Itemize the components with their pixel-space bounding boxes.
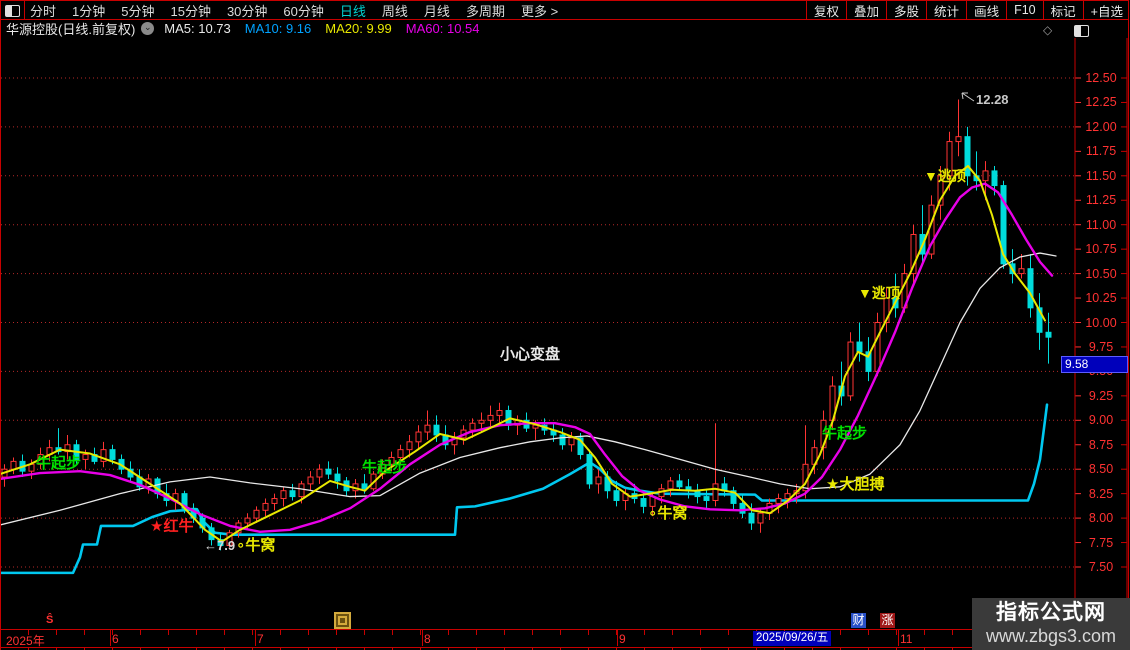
price-label: 9.75 (1088, 339, 1114, 354)
price-label: 10.00 (1085, 315, 1117, 330)
price-label: 8.00 (1088, 511, 1114, 526)
price-label: 8.50 (1088, 462, 1114, 477)
action-复权[interactable]: 复权 (806, 1, 846, 19)
price-label: 8.25 (1088, 486, 1114, 501)
bottom-border (0, 647, 1128, 648)
watermark-title: 指标公式网 (996, 601, 1106, 624)
current-price-tag: 9.58 (1061, 355, 1128, 373)
price-label: 10.50 (1085, 266, 1117, 281)
menu-divider (24, 1, 25, 19)
window-icon[interactable] (5, 5, 20, 17)
top-menu-bar: 分时 1分钟 5分钟 15分钟 30分钟 60分钟 日线 周线 月线 多周期 更多 > 复权 叠加 多股… (0, 0, 1130, 20)
sell-signal-marker: Ŝ (46, 614, 54, 626)
watermark: 指标公式网 www.zbgs3.com (972, 598, 1130, 650)
period-分时[interactable]: 分时 (30, 3, 57, 19)
price-label: 10.25 (1085, 291, 1117, 306)
ma-label: MA5: 10.73 (164, 21, 231, 36)
action-+自选[interactable]: +自选 (1082, 1, 1130, 19)
panel-layout-icon[interactable] (1074, 25, 1089, 37)
price-label: 10.75 (1085, 242, 1117, 257)
chart-annotation: ∘牛窝 (236, 536, 275, 554)
action-画线[interactable]: 画线 (966, 1, 1006, 19)
chart-annotation: ∘牛窝 (648, 504, 687, 522)
price-label: 7.50 (1088, 560, 1114, 574)
action-统计[interactable]: 统计 (926, 1, 966, 19)
badge-财: 财 (851, 613, 866, 628)
price-label: 9.00 (1088, 413, 1114, 428)
time-label: 8 (424, 632, 431, 646)
period-多周期[interactable]: 多周期 (465, 3, 505, 19)
action-F10[interactable]: F10 (1006, 1, 1043, 19)
chart-annotation: ★红牛 (150, 517, 193, 535)
action-叠加[interactable]: 叠加 (846, 1, 886, 19)
time-label: 7 (257, 632, 264, 646)
ma-label: MA10: 9.16 (244, 21, 312, 36)
chart-annotation: ←7.9 (204, 538, 235, 553)
price-label: 11.50 (1085, 168, 1117, 183)
period-日线[interactable]: 日线 (339, 3, 366, 19)
month-tick (255, 630, 256, 646)
period-1分钟[interactable]: 1分钟 (72, 3, 106, 19)
time-label: 9 (619, 632, 626, 646)
right-border (1128, 0, 1129, 650)
action-多股[interactable]: 多股 (886, 1, 926, 19)
chart-annotation: 12.28 (976, 92, 1009, 107)
period-5分钟[interactable]: 5分钟 (121, 3, 155, 19)
chevron-down-icon[interactable]: ⌄ (141, 22, 155, 35)
ma-label: MA60: 10.54 (405, 21, 480, 36)
price-label: 9.25 (1088, 388, 1114, 403)
diamond-icon[interactable]: ◇ (1043, 23, 1053, 37)
time-label: 11 (900, 632, 913, 646)
price-label: 11.00 (1085, 217, 1117, 232)
time-label: 6 (112, 632, 119, 646)
time-label: 2025年 (6, 634, 45, 648)
chart-annotation: 牛起步 (36, 454, 81, 472)
period-menu: 分时 1分钟 5分钟 15分钟 30分钟 60分钟 日线 周线 月线 多周期 更多 > (30, 1, 558, 19)
chart-annotation: ★大胆搏 (826, 475, 884, 493)
month-tick (110, 630, 111, 646)
month-tick (422, 630, 423, 646)
left-border (0, 0, 1, 650)
period-周线[interactable]: 周线 (381, 3, 408, 19)
price-label: 12.50 (1085, 71, 1117, 85)
time-axis-line (0, 629, 1128, 630)
chart-annotation: ▼逃顶 (924, 168, 966, 184)
month-tick (617, 630, 618, 646)
action-标记[interactable]: 标记 (1042, 1, 1083, 19)
price-label: 7.75 (1088, 535, 1114, 550)
selected-date-tag: 2025/09/26/五 (753, 631, 832, 646)
title-bar: 华源控股(日线.前复权) ⌄ MA5: 10.73 MA10: 9.16 MA20:… (0, 19, 1130, 38)
price-label: 8.75 (1088, 437, 1114, 452)
price-label: 12.00 (1085, 119, 1117, 134)
price-label: 11.25 (1085, 193, 1117, 208)
page-title: 华源控股(日线.前复权) (6, 22, 136, 37)
chart-annotation: ▼逃顶 (858, 285, 900, 301)
ma-legend: MA5: 10.73 MA10: 9.16 MA20: 9.99 MA60: 10.5… (164, 21, 479, 36)
chart-annotation: 牛起步 (362, 458, 407, 476)
hui-icon (334, 612, 351, 629)
price-label: 11.75 (1085, 144, 1117, 159)
bottom-ticks (0, 648, 1075, 650)
price-label: 12.25 (1085, 95, 1117, 110)
chart-annotation: 小心变盘 (500, 345, 560, 363)
badge-涨: 涨 (880, 613, 895, 628)
watermark-url: www.zbgs3.com (985, 626, 1117, 646)
period-更多 >[interactable]: 更多 > (520, 3, 559, 19)
period-30分钟[interactable]: 30分钟 (226, 3, 268, 19)
chart-annotation: 牛起步 (822, 424, 867, 442)
ma-label: MA20: 9.99 (325, 21, 392, 36)
time-axis-ticks (0, 630, 1075, 635)
month-tick (898, 630, 899, 646)
period-60分钟[interactable]: 60分钟 (283, 3, 324, 19)
period-月线[interactable]: 月线 (423, 3, 450, 19)
period-15分钟[interactable]: 15分钟 (170, 3, 211, 19)
